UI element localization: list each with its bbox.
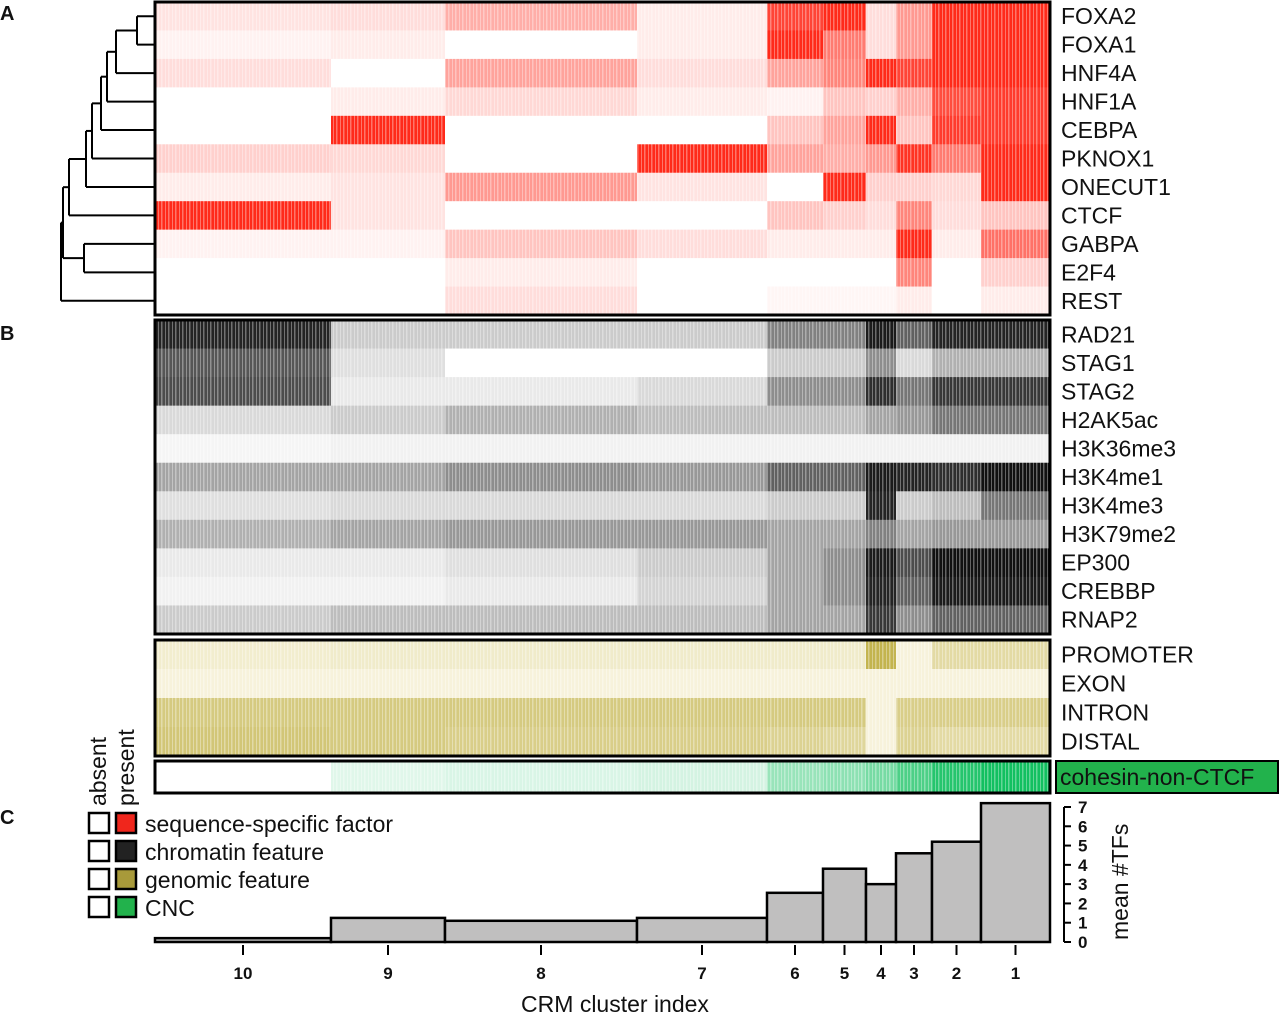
row-label: FOXA1 xyxy=(1061,32,1136,58)
row-label: GABPA xyxy=(1061,231,1139,257)
x-tick-label: 6 xyxy=(790,964,799,983)
bar-cluster-1 xyxy=(979,801,1052,944)
row-label: FOXA2 xyxy=(1061,3,1136,29)
heatmap-texture xyxy=(155,640,1050,756)
y-tick-label: 2 xyxy=(1078,894,1087,913)
row-label: H2AK5ac xyxy=(1061,407,1158,433)
panel-label-c: C xyxy=(0,807,14,829)
row-label: REST xyxy=(1061,288,1122,314)
x-tick-label: 3 xyxy=(909,964,918,983)
bar-cluster-2 xyxy=(930,840,983,944)
heatmap-texture xyxy=(155,761,1050,793)
x-tick-label: 8 xyxy=(536,964,545,983)
bar-cluster-10 xyxy=(153,936,333,944)
y-tick-label: 1 xyxy=(1078,914,1087,933)
row-label: RNAP2 xyxy=(1061,607,1138,633)
bar-cluster-3 xyxy=(894,852,934,944)
legend-present-swatch xyxy=(114,867,138,891)
y-tick-label: 4 xyxy=(1078,856,1088,875)
bar-cluster-9 xyxy=(329,916,447,944)
bar-cluster-8 xyxy=(443,919,639,944)
heatmap-border xyxy=(153,759,1052,795)
row-label: PROMOTER xyxy=(1061,642,1194,668)
legend-item-label: chromatin feature xyxy=(145,839,324,865)
row-label: CTCF xyxy=(1061,202,1122,228)
row-label: PKNOX1 xyxy=(1061,146,1154,172)
row-label: cohesin-non-CTCF xyxy=(1060,764,1254,790)
heatmap-border xyxy=(153,638,1052,758)
heatmap-b-genomic: PROMOTER EXON INTRON DISTAL xyxy=(153,638,1194,758)
x-tick-label: 2 xyxy=(952,964,961,983)
row-label: STAG1 xyxy=(1061,350,1135,376)
row-label: ONECUT1 xyxy=(1061,174,1171,200)
cnc-label-box xyxy=(1055,760,1279,794)
y-tick-label: 7 xyxy=(1078,798,1087,817)
row-label: RAD21 xyxy=(1061,321,1135,347)
legend-present-swatch xyxy=(114,895,138,919)
legend-absent-swatch xyxy=(87,895,111,919)
row-label: INTRON xyxy=(1061,700,1149,726)
row-label: H3K4me3 xyxy=(1061,493,1163,519)
row-label: HNF1A xyxy=(1061,89,1137,115)
legend-absent-swatch xyxy=(87,839,111,863)
x-tick-label: 9 xyxy=(383,964,392,983)
y-axis-label: mean #TFs xyxy=(1107,824,1133,940)
row-label: H3K79me2 xyxy=(1061,521,1176,547)
heatmap-texture xyxy=(155,2,1050,315)
legend-absent-swatch xyxy=(87,811,111,835)
row-label: CREBBP xyxy=(1061,578,1156,604)
row-label: EP300 xyxy=(1061,550,1130,576)
heatmap-b-cnc: cohesin-non-CTCF xyxy=(153,759,1279,795)
y-tick-label: 0 xyxy=(1078,933,1087,952)
x-tick-label: 4 xyxy=(876,964,886,983)
bar-cluster-7 xyxy=(635,916,769,944)
heatmap-texture xyxy=(155,320,1050,634)
legend-present-label: present xyxy=(113,729,139,806)
x-axis-label: CRM cluster index xyxy=(521,991,709,1014)
legend-absent-label: absent xyxy=(85,736,111,806)
row-label: STAG2 xyxy=(1061,378,1135,404)
row-label: E2F4 xyxy=(1061,259,1116,285)
row-label: EXON xyxy=(1061,671,1126,697)
y-tick-label: 6 xyxy=(1078,817,1087,836)
dendrogram xyxy=(60,15,155,302)
y-tick-label: 3 xyxy=(1078,875,1087,894)
legend-item-label: genomic feature xyxy=(145,867,310,893)
x-tick-label: 5 xyxy=(840,964,849,983)
row-label: H3K36me3 xyxy=(1061,435,1176,461)
legend-absent-swatch xyxy=(87,867,111,891)
y-tick-label: 5 xyxy=(1078,837,1087,856)
bar-cluster-6 xyxy=(765,891,825,944)
legend-item-label: CNC xyxy=(145,895,195,921)
row-label: H3K4me1 xyxy=(1061,464,1163,490)
heatmap-border xyxy=(153,318,1052,636)
heatmap-border xyxy=(153,0,1052,317)
panel-label-b: B xyxy=(0,323,14,345)
panel-label-a: A xyxy=(0,3,14,25)
row-label: HNF4A xyxy=(1061,60,1137,86)
legend-present-swatch xyxy=(114,811,138,835)
bar-cluster-5 xyxy=(821,867,868,944)
legend-present-swatch xyxy=(114,839,138,863)
row-label: DISTAL xyxy=(1061,729,1140,755)
bar-cluster-4 xyxy=(864,882,898,944)
x-tick-label: 7 xyxy=(697,964,706,983)
x-tick-label: 1 xyxy=(1011,964,1020,983)
x-tick-label: 10 xyxy=(234,964,253,983)
row-label: CEBPA xyxy=(1061,117,1138,143)
legend-item-label: sequence-specific factor xyxy=(145,811,393,837)
